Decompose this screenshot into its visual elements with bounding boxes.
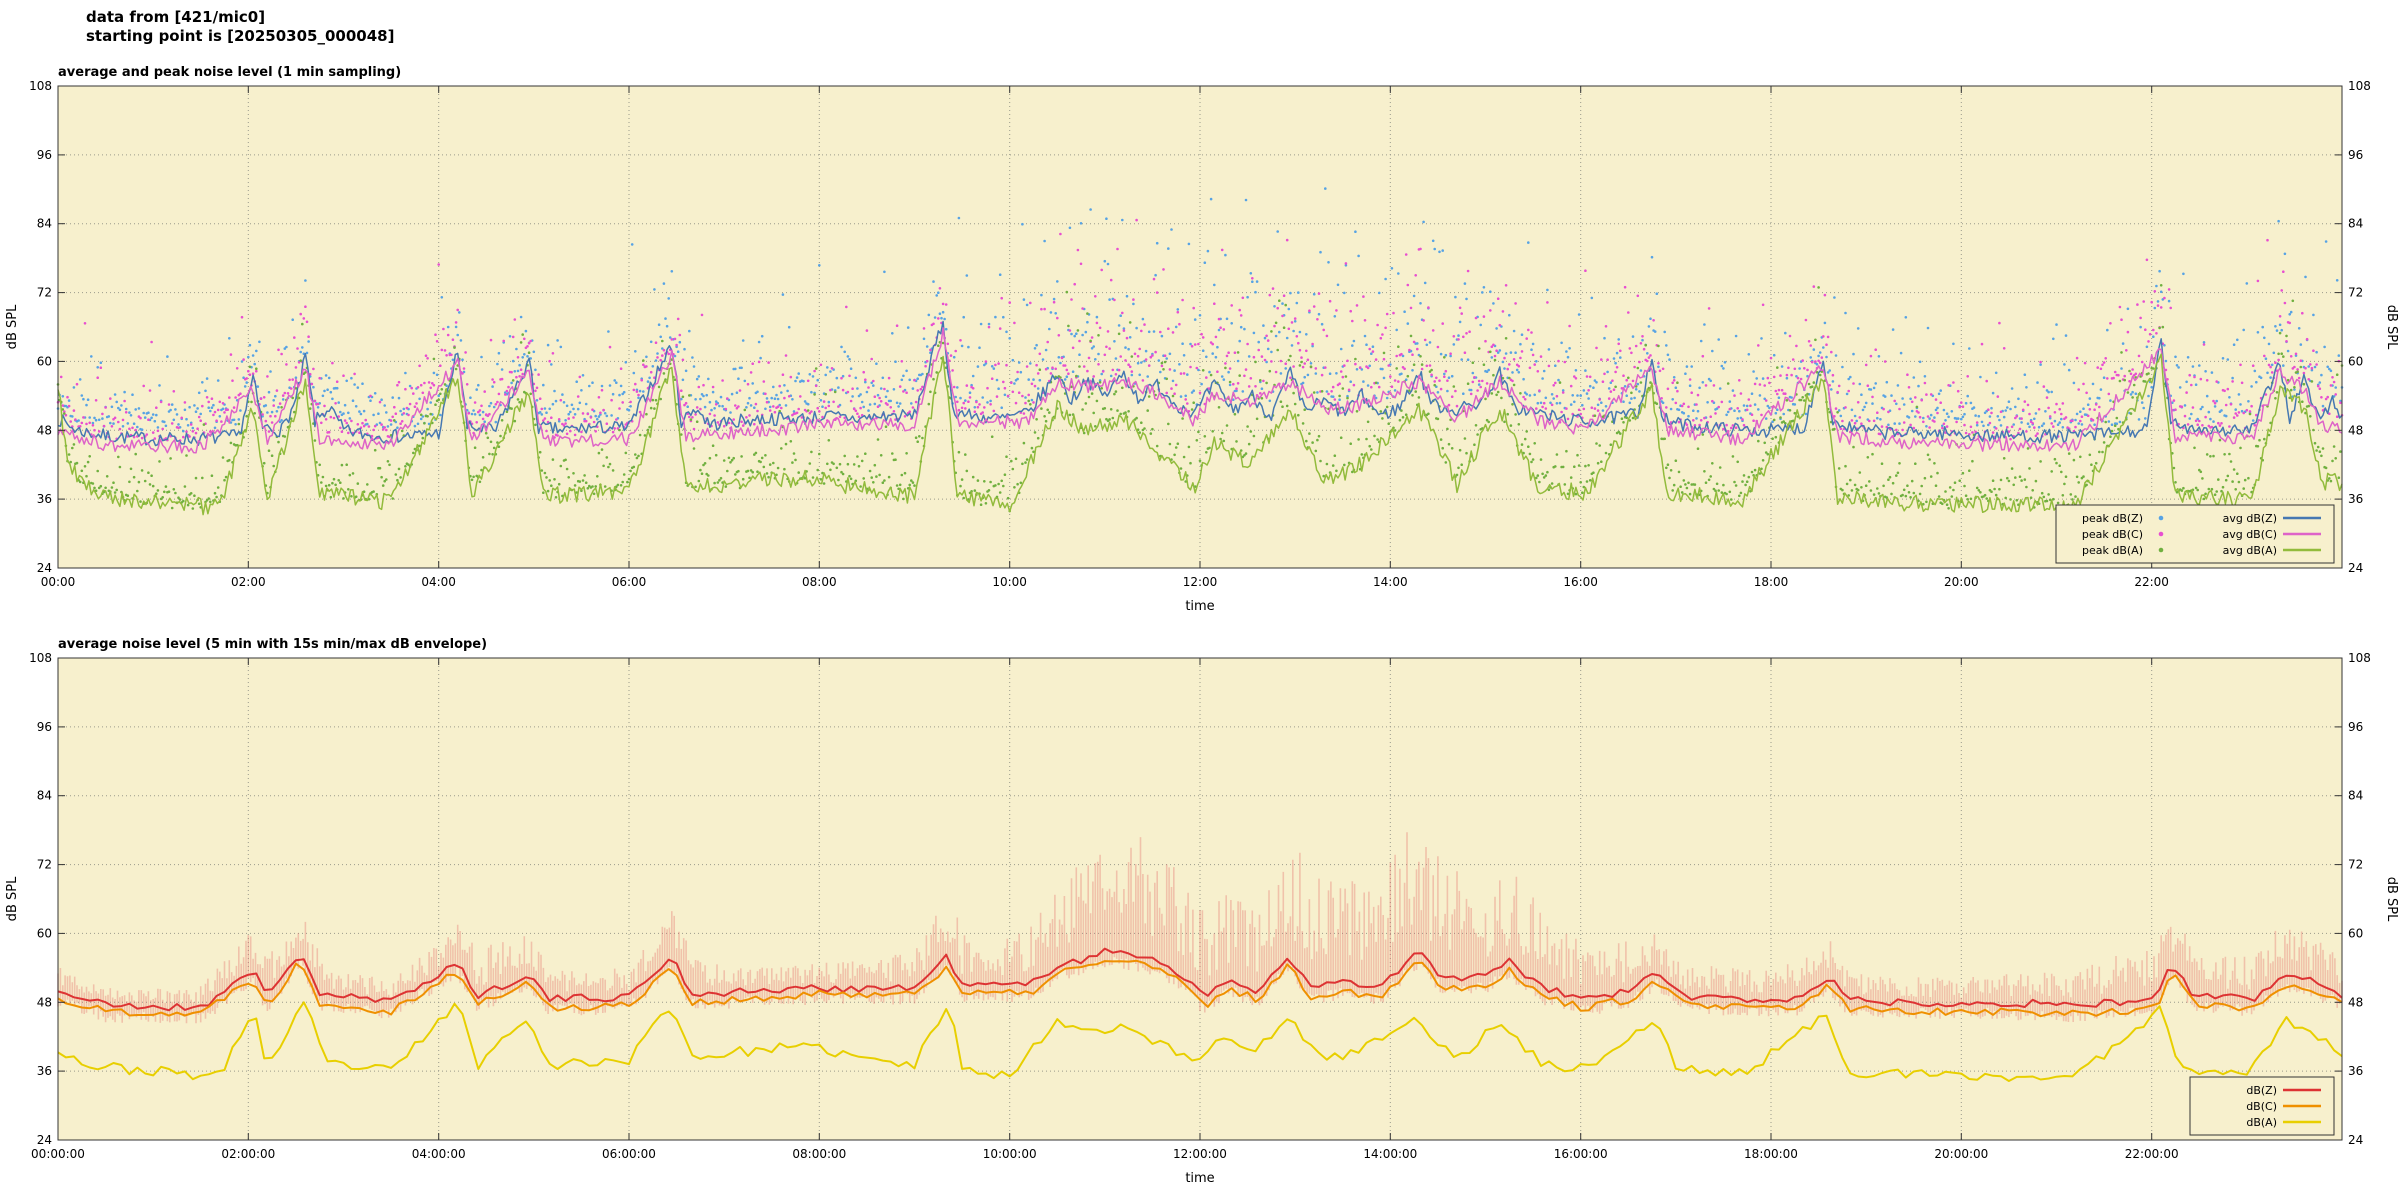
x-tick-label: 08:00:00 xyxy=(792,1147,846,1161)
y2-tick-label: 72 xyxy=(2348,858,2363,872)
legend-label: avg dB(Z) xyxy=(2223,512,2277,525)
x-tick-label: 16:00 xyxy=(1563,575,1598,589)
y2-tick-label: 48 xyxy=(2348,995,2363,1009)
legend: peak dB(Z) peak dB(C) peak dB(A) avg dB(Z) a… xyxy=(2055,504,2335,564)
series-avg-db-a xyxy=(57,353,2343,516)
x-tick-label: 22:00 xyxy=(2134,575,2169,589)
avg-noise-envelope-chart: 24 24 36 36 48 48 60 60 72 72 84 84 96 96 108 108 00:00:… xyxy=(5,637,2399,1186)
legend-label: dB(C) xyxy=(2246,1100,2277,1113)
x-tick-label: 00:00 xyxy=(41,575,76,589)
y2-tick-label: 72 xyxy=(2348,286,2363,300)
x-tick-label: 10:00 xyxy=(992,575,1027,589)
y-tick-label: 48 xyxy=(37,423,52,437)
y2-tick-label: 108 xyxy=(2348,79,2371,93)
header: data from [421/mic0] starting point is [… xyxy=(86,8,394,46)
y2-tick-label: 108 xyxy=(2348,651,2371,665)
x-axis-label: time xyxy=(1185,599,1214,614)
x-tick-label: 04:00:00 xyxy=(412,1147,466,1161)
y-tick-label: 108 xyxy=(29,651,52,665)
y-tick-label: 84 xyxy=(37,217,52,231)
x-tick-label: 22:00:00 xyxy=(2125,1147,2179,1161)
y-tick-label: 36 xyxy=(37,492,52,506)
y-tick-label: 84 xyxy=(37,789,52,803)
start-point-label: starting point is [20250305_000048] xyxy=(86,27,395,45)
y-axis-label-left: dB SPL xyxy=(5,304,20,349)
y2-tick-label: 24 xyxy=(2348,1133,2363,1147)
y-tick-label: 72 xyxy=(37,286,52,300)
y-axis-label-left: dB SPL xyxy=(5,876,20,921)
x-axis-label: time xyxy=(1185,1171,1214,1186)
series-avg-db-c xyxy=(57,327,2343,454)
x-tick-label: 08:00 xyxy=(802,575,837,589)
x-tick-label: 06:00:00 xyxy=(602,1147,656,1161)
x-tick-label: 12:00:00 xyxy=(1173,1147,1227,1161)
legend-label: dB(Z) xyxy=(2246,1084,2277,1097)
y-axis-label-right: dB SPL xyxy=(2384,305,2399,350)
x-tick-label: 14:00 xyxy=(1373,575,1408,589)
y-tick-label: 96 xyxy=(37,148,52,162)
y2-tick-label: 36 xyxy=(2348,492,2363,506)
x-tick-label: 02:00:00 xyxy=(221,1147,275,1161)
y2-tick-label: 84 xyxy=(2348,217,2363,231)
y2-tick-label: 48 xyxy=(2348,423,2363,437)
x-tick-label: 02:00 xyxy=(231,575,266,589)
y-tick-label: 108 xyxy=(29,79,52,93)
chart-title: average noise level (5 min with 15s min/… xyxy=(58,637,487,652)
legend: dB(Z) dB(C) dB(A) xyxy=(2189,1076,2335,1136)
x-tick-label: 06:00 xyxy=(612,575,647,589)
legend-dot-sample xyxy=(2158,547,2164,553)
x-tick-label: 18:00 xyxy=(1754,575,1789,589)
y-tick-label: 48 xyxy=(37,995,52,1009)
legend-label: peak dB(C) xyxy=(2082,528,2143,541)
avg-peak-noise-chart: 24 24 36 36 48 48 60 60 72 72 84 84 96 96 108 108 00:00 0… xyxy=(5,65,2399,614)
y-tick-label: 60 xyxy=(37,354,52,368)
y-tick-label: 24 xyxy=(37,561,52,575)
series-db-a xyxy=(57,1001,2343,1082)
y-tick-label: 24 xyxy=(37,1133,52,1147)
x-tick-label: 00:00:00 xyxy=(31,1147,85,1161)
legend-label: avg dB(C) xyxy=(2222,528,2277,541)
y-tick-label: 96 xyxy=(37,720,52,734)
x-tick-label: 04:00 xyxy=(421,575,456,589)
y2-tick-label: 60 xyxy=(2348,354,2363,368)
legend-label: peak dB(Z) xyxy=(2082,512,2143,525)
legend-dot-sample xyxy=(2158,515,2164,521)
series-db-c xyxy=(57,959,2343,1018)
series-db-z xyxy=(57,947,2343,1012)
legend-label: dB(A) xyxy=(2246,1116,2277,1129)
x-tick-label: 10:00:00 xyxy=(983,1147,1037,1161)
legend-label: avg dB(A) xyxy=(2223,544,2277,557)
x-tick-label: 20:00:00 xyxy=(1934,1147,1988,1161)
y2-tick-label: 84 xyxy=(2348,789,2363,803)
axes: 24 24 36 36 48 48 60 60 72 72 84 84 96 96 108 108 00:00 0… xyxy=(29,79,2371,589)
y2-tick-label: 96 xyxy=(2348,720,2363,734)
y-tick-label: 36 xyxy=(37,1064,52,1078)
data-source-label: data from [421/mic0] xyxy=(86,8,266,26)
x-tick-label: 12:00 xyxy=(1183,575,1218,589)
y2-tick-label: 96 xyxy=(2348,148,2363,162)
y2-tick-label: 24 xyxy=(2348,561,2363,575)
y-tick-label: 60 xyxy=(37,926,52,940)
x-tick-label: 16:00:00 xyxy=(1554,1147,1608,1161)
legend-dot-sample xyxy=(2158,531,2164,537)
y2-tick-label: 36 xyxy=(2348,1064,2363,1078)
x-tick-label: 18:00:00 xyxy=(1744,1147,1798,1161)
axes: 24 24 36 36 48 48 60 60 72 72 84 84 96 96 108 108 00:00:… xyxy=(29,651,2371,1161)
x-tick-label: 20:00 xyxy=(1944,575,1979,589)
x-tick-label: 14:00:00 xyxy=(1363,1147,1417,1161)
chart-title: average and peak noise level (1 min samp… xyxy=(58,65,401,80)
series-avg-db-z xyxy=(57,320,2343,447)
legend-label: peak dB(A) xyxy=(2082,544,2143,557)
y2-tick-label: 60 xyxy=(2348,926,2363,940)
y-axis-label-right: dB SPL xyxy=(2384,877,2399,922)
y-tick-label: 72 xyxy=(37,858,52,872)
